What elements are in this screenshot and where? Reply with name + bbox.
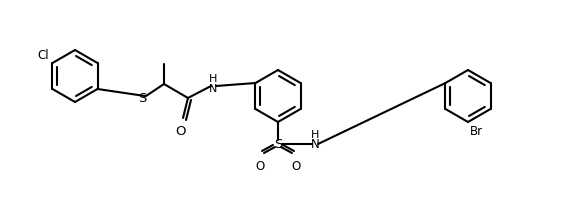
Text: Cl: Cl (38, 49, 50, 62)
Text: O: O (291, 160, 301, 173)
Text: Br: Br (470, 125, 483, 138)
Text: O: O (255, 160, 265, 173)
Text: N: N (310, 138, 320, 151)
Text: S: S (274, 138, 282, 151)
Text: H
N: H N (209, 74, 217, 94)
Text: H: H (311, 130, 319, 140)
Text: O: O (175, 125, 186, 138)
Text: S: S (138, 92, 146, 105)
